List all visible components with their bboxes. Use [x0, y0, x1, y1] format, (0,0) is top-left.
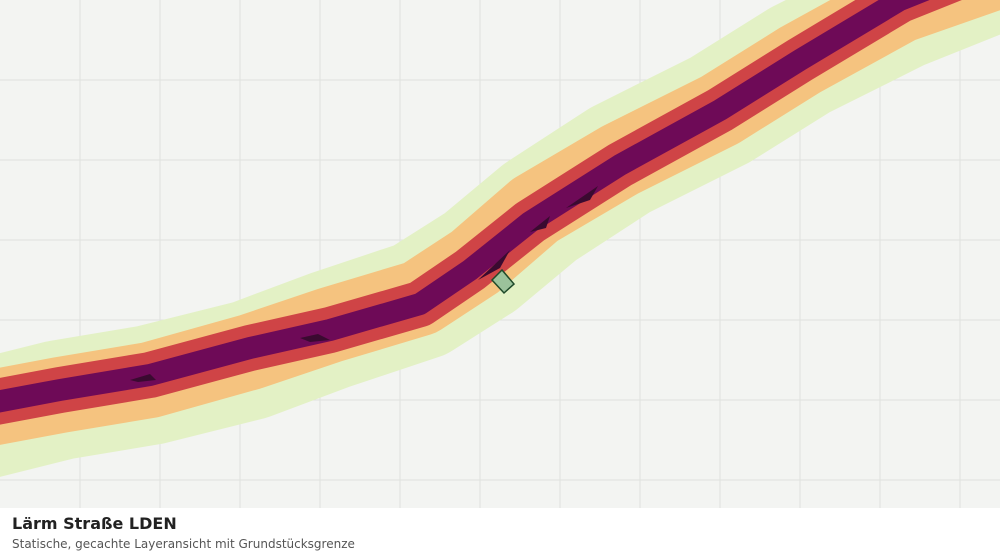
parcel-boundary[interactable] [490, 268, 516, 295]
noise-zone-75 [130, 186, 598, 382]
map [0, 0, 1000, 508]
legend-footer: Lärm Straße LDEN Statische, gecachte Lay… [0, 508, 1000, 560]
layer-subtitle: Statische, gecachte Layeransicht mit Gru… [12, 537, 355, 551]
layer-title: Lärm Straße LDEN [12, 514, 177, 533]
